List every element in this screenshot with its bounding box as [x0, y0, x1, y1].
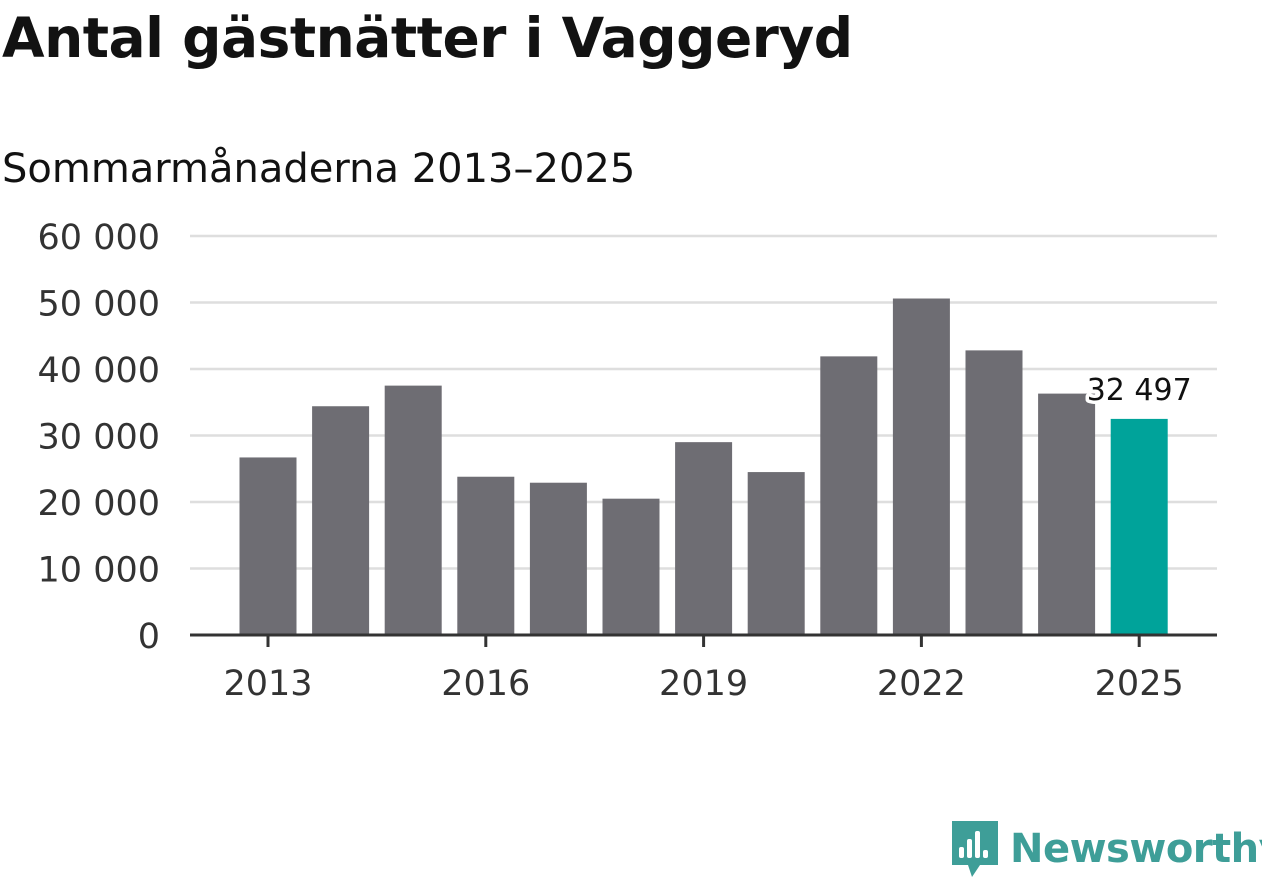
- bar-2014: [312, 406, 370, 635]
- x-tick-label: 2022: [877, 664, 966, 704]
- bar-2023: [965, 350, 1023, 635]
- bar-2013: [239, 457, 297, 635]
- y-tick-label: 0: [138, 617, 160, 657]
- y-axis: 0 10 000 20 000 30 000 40 000 50 000 60 000: [38, 218, 160, 657]
- y-tick-label: 30 000: [38, 418, 160, 458]
- x-tick-label: 2019: [659, 664, 748, 704]
- bar-2017: [529, 482, 587, 635]
- annotations: 32 497: [1083, 369, 1195, 411]
- x-tick-label: 2016: [441, 664, 530, 704]
- chart-title: Antal gästnätter i Vaggeryd: [2, 6, 853, 70]
- chart-subtitle: Sommarmånaderna 2013–2025: [2, 146, 636, 192]
- y-tick-label: 20 000: [38, 484, 160, 524]
- bar-2019: [675, 442, 733, 635]
- newsworthy-logo-icon: [952, 821, 998, 877]
- bar-2022: [892, 298, 950, 635]
- y-tick-label: 60 000: [38, 218, 160, 258]
- bar-2020: [747, 472, 805, 635]
- bar-2025: [1110, 418, 1168, 635]
- bar-2015: [384, 385, 442, 635]
- x-tick-label: 2013: [223, 664, 312, 704]
- x-tick-label: 2025: [1095, 664, 1184, 704]
- y-tick-label: 40 000: [38, 351, 160, 391]
- data-label-2025: 32 497: [1087, 373, 1192, 408]
- y-tick-label: 10 000: [38, 551, 160, 591]
- x-axis: 2013 2016 2019 2022 2025: [190, 633, 1217, 704]
- bar-2021: [820, 356, 878, 635]
- brand-name: Newsworthy: [1010, 826, 1262, 872]
- bar-2016: [457, 476, 515, 635]
- bar-2018: [602, 498, 660, 635]
- bar-2024: [1038, 393, 1096, 635]
- y-tick-label: 50 000: [38, 285, 160, 325]
- brand-logo: Newsworthy: [950, 818, 1262, 880]
- bars: [239, 298, 1168, 635]
